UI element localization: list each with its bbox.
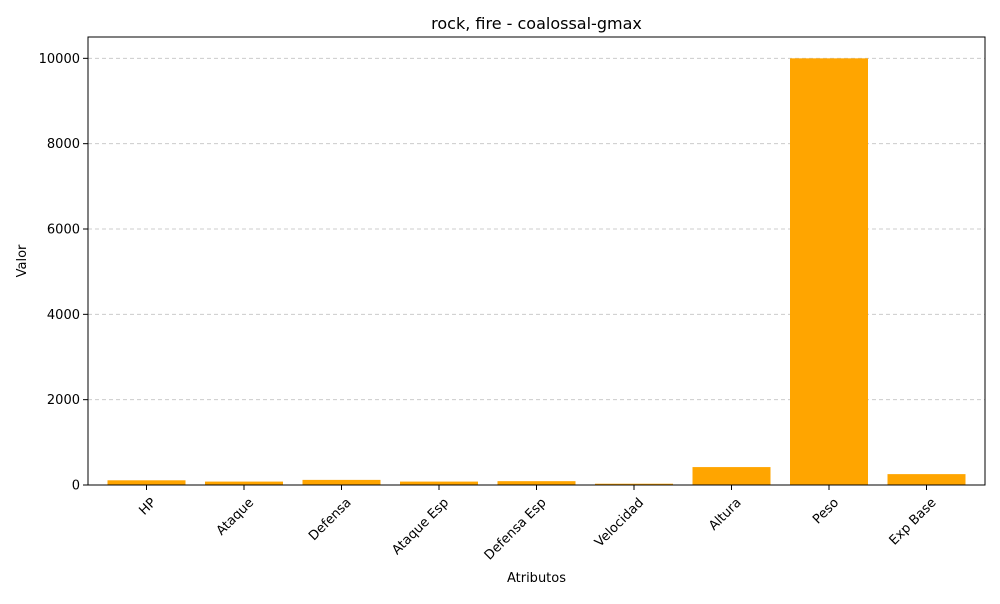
bar-exp-base <box>887 474 966 485</box>
y-tick-label-1: 2000 <box>47 393 80 408</box>
x-tick-label-peso: Peso <box>810 495 842 527</box>
y-tick-label-2: 4000 <box>47 308 80 323</box>
bar-peso <box>790 58 868 485</box>
y-axis-label: Valor <box>15 244 30 277</box>
x-tick-label-exp-base: Exp Base <box>887 495 940 548</box>
grid-lines <box>88 57 985 401</box>
x-axis-ticks: HP Ataque Defensa Ataque Esp Defensa Esp Velo… <box>136 485 940 563</box>
x-tick-label-ataque-esp: Ataque Esp <box>389 495 452 558</box>
y-axis-ticks: 0 2000 4000 6000 8000 10000 <box>39 52 88 494</box>
bar-altura <box>692 467 771 485</box>
bar-velocidad <box>595 483 673 485</box>
y-tick-label-5: 10000 <box>39 52 80 67</box>
y-tick-label-4: 8000 <box>47 137 80 152</box>
x-axis-label: Atributos <box>507 571 566 586</box>
bar-ataque <box>205 481 283 485</box>
bar-hp <box>107 480 186 485</box>
bars <box>107 58 966 485</box>
x-tick-label-defensa: Defensa <box>306 495 354 543</box>
x-tick-label-hp: HP <box>136 495 159 518</box>
x-tick-label-defensa-esp: Defensa Esp <box>482 495 550 563</box>
chart-title: rock, fire - coalossal-gmax <box>431 14 642 33</box>
y-tick-label-3: 6000 <box>47 223 80 238</box>
bar-defensa <box>302 479 381 485</box>
bar-ataque-esp <box>400 481 478 485</box>
bar-defensa-esp <box>497 481 576 485</box>
x-tick-label-altura: Altura <box>706 495 744 533</box>
y-tick-label-0: 0 <box>72 479 80 494</box>
x-tick-label-ataque: Ataque <box>214 495 257 538</box>
x-tick-label-velocidad: Velocidad <box>592 495 647 550</box>
